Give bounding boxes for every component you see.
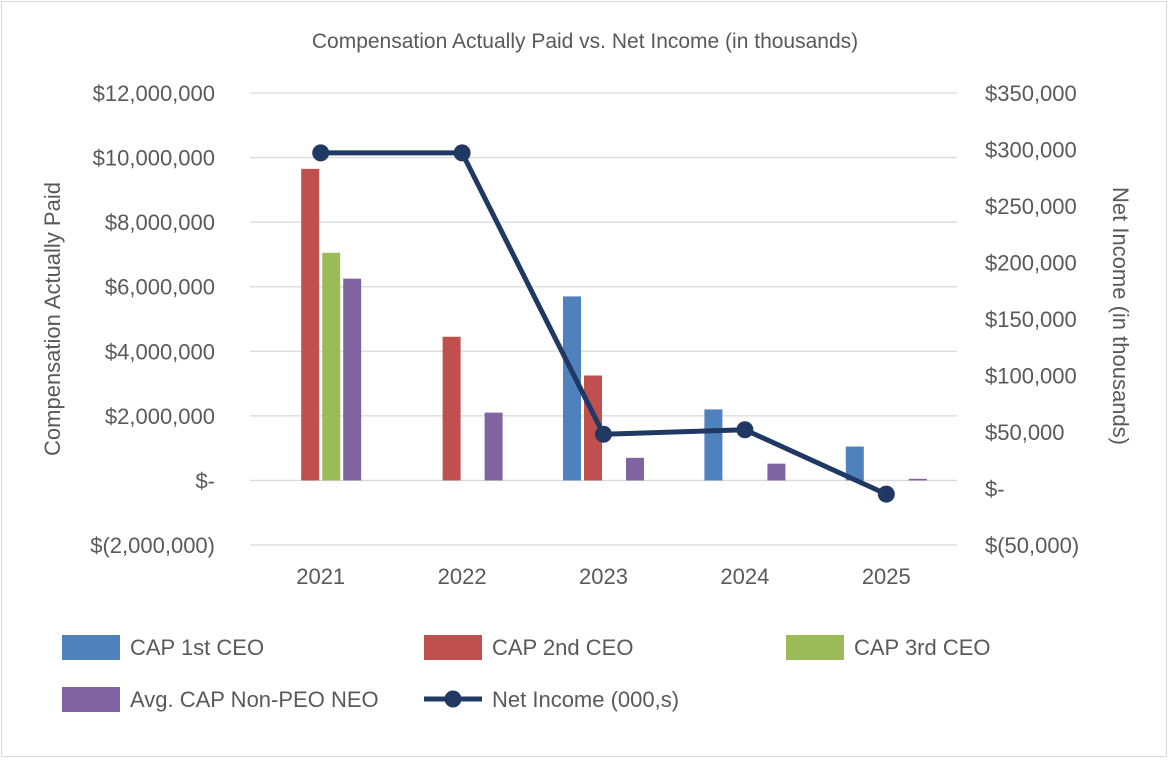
bar-cap-2nd-ceo-2022 [442,336,461,481]
y2-tick-label: $- [985,477,1005,502]
y-tick-label: $- [195,468,215,493]
y-tick-label: $4,000,000 [105,339,215,364]
y2-tick-label: $350,000 [985,81,1077,106]
bars [301,168,927,481]
y-tick-label: $2,000,000 [105,404,215,429]
net-income-point-2025 [877,485,895,503]
x-tick-label: 2021 [296,564,345,589]
y2-tick-label: $50,000 [985,420,1065,445]
bar-cap-3rd-ceo-2021 [322,252,341,481]
chart-title: Compensation Actually Paid vs. Net Incom… [312,30,858,53]
right-axis-ticks: $350,000 $300,000 $250,000 $200,000 $150,000… [985,81,1079,558]
bar-avg-cap-non-peo-neo-2022 [484,412,503,481]
net-income-point-2023 [595,425,612,443]
y-tick-label: $8,000,000 [105,210,215,235]
x-tick-label: 2023 [579,564,628,589]
y2-tick-label: $150,000 [985,307,1077,332]
y-axis-title: Compensation Actually Paid [40,182,65,456]
legend-swatch-cap-3rd-ceo [786,635,844,660]
gridlines [250,92,957,546]
y2-tick-label: $100,000 [985,364,1077,389]
x-tick-label: 2024 [720,564,769,589]
y2-tick-label: $(50,000) [985,533,1079,558]
y2-axis-title: Net Income (in thousands) [1108,187,1133,445]
bar-avg-cap-non-peo-neo-2021 [343,278,362,481]
y2-tick-label: $250,000 [985,194,1077,219]
legend-swatch-cap-2nd-ceo [424,635,482,660]
bar-avg-cap-non-peo-neo-2023 [626,457,644,481]
legend-swatch-cap-1st-ceo [62,635,120,660]
legend-label-cap-3rd-ceo: CAP 3rd CEO [854,635,991,660]
y-tick-label: $6,000,000 [105,275,215,300]
bar-avg-cap-non-peo-neo-2024 [767,463,786,481]
legend-swatch-avg-cap-non-peo-neo [62,687,120,712]
y-tick-label: $10,000,000 [93,146,215,171]
legend-label-cap-2nd-ceo: CAP 2nd CEO [492,635,633,660]
y-tick-label: $12,000,000 [93,81,215,106]
left-axis-ticks: $12,000,000 $10,000,000 $8,000,000 $6,000,0… [90,81,215,558]
net-income-polyline [320,150,888,497]
bar-cap-2nd-ceo-2021 [301,168,320,481]
bar-cap-1st-ceo-2024 [704,409,723,481]
x-axis-ticks: 2021 2022 2023 2024 2025 [296,564,911,589]
legend-marker-net-income-000-s [444,690,462,708]
y-tick-label: $(2,000,000) [90,533,215,558]
net-income-point-2021 [312,144,330,162]
y2-tick-label: $200,000 [985,251,1077,276]
y2-tick-label: $300,000 [985,138,1077,163]
x-tick-label: 2025 [862,564,911,589]
net-income-point-2022 [453,144,471,162]
bar-cap-1st-ceo-2025 [845,446,864,481]
bar-avg-cap-non-peo-neo-2025 [908,478,927,481]
bar-cap-1st-ceo-2023 [563,296,581,481]
legend-label-cap-1st-ceo: CAP 1st CEO [130,635,264,660]
legend: CAP 1st CEO CAP 2nd CEO CAP 3rd CEO Avg. CA… [62,635,991,712]
legend-label-net-income-000-s: Net Income (000,s) [492,687,679,712]
legend-label-avg-cap-non-peo-neo: Avg. CAP Non-PEO NEO [130,687,379,712]
net-income-point-2024 [736,421,754,439]
x-tick-label: 2022 [438,564,487,589]
net-income-line [312,144,895,503]
